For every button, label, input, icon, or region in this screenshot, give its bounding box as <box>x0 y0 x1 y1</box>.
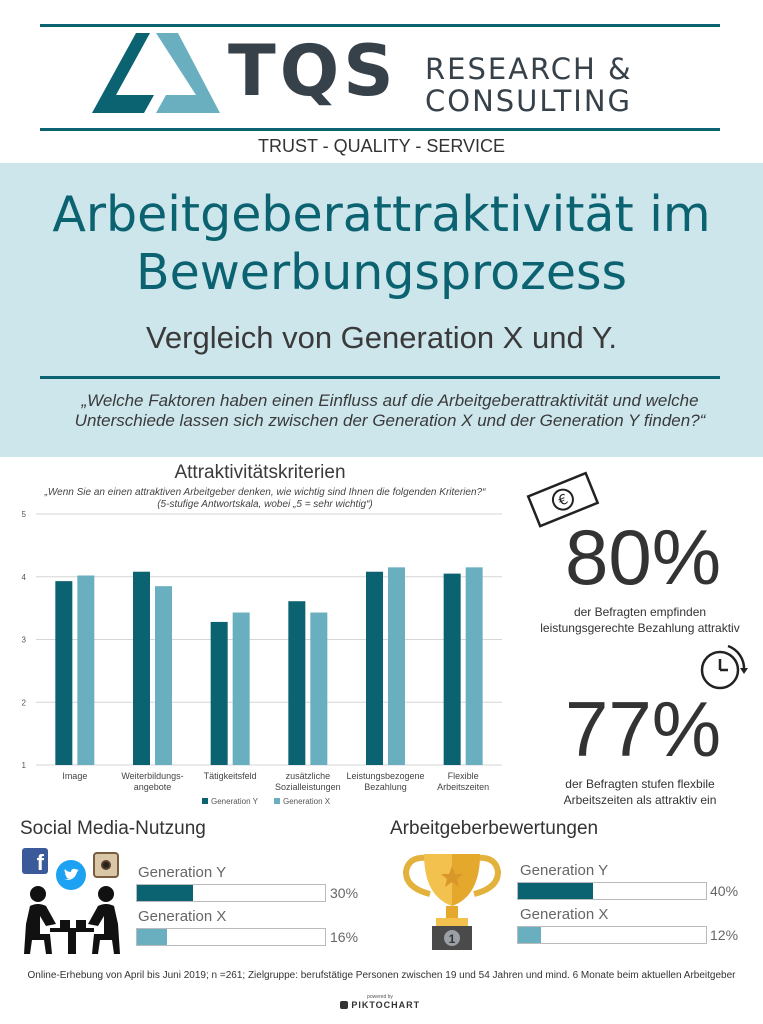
legend-label: Generation Y <box>211 797 259 806</box>
y-tick-label: 4 <box>22 573 27 582</box>
social-gen-x-label: Generation X <box>138 908 227 925</box>
y-tick-label: 2 <box>22 698 27 707</box>
social-gen-y-value: 30% <box>330 885 359 901</box>
bar <box>465 567 483 765</box>
reviews-gen-x-label: Generation X <box>520 906 609 923</box>
chart-note-line-2: (5-stufige Antwortskala, wobei „5 = sehr… <box>157 499 373 510</box>
bar <box>133 571 150 765</box>
tagline: TRUST - QUALITY - SERVICE <box>257 136 506 156</box>
x-tick-label: Arbeitszeiten <box>437 782 489 792</box>
social-gen-y-label: Generation Y <box>138 864 227 881</box>
stat-1-value: 80% <box>565 513 722 601</box>
brand-name: TQS <box>228 30 398 112</box>
stat-1-line-1: der Befragten empfinden <box>573 605 707 619</box>
y-tick-label: 5 <box>22 510 27 519</box>
stat-2-value: 77% <box>565 685 722 773</box>
reviews-gen-x-bar <box>517 926 707 944</box>
x-tick-label: angebote <box>134 782 172 792</box>
x-tick-label: Tätigkeitsfeld <box>204 771 257 781</box>
bar <box>210 621 228 765</box>
social-gen-x-fill <box>137 929 168 945</box>
social-gen-y-bar <box>136 884 326 902</box>
top-rule <box>40 24 720 27</box>
social-heading: Social Media-Nutzung <box>20 818 206 839</box>
x-tick-label: zusätzliche <box>286 771 331 781</box>
stat-2-line-2: Arbeitszeiten als attraktiv ein <box>563 793 717 807</box>
reviews-gen-x-value: 12% <box>710 927 739 943</box>
bar <box>443 573 461 765</box>
question-line-1: „Welche Faktoren haben einen Einfluss au… <box>81 391 699 410</box>
facebook-icon: f <box>22 848 48 875</box>
social-gen-x-bar <box>136 928 326 946</box>
powered-by: powered by <box>367 994 393 1000</box>
stat-1-line-2: leistungsgerechte Bezahlung attraktiv <box>540 621 740 635</box>
bar <box>366 571 383 765</box>
page-subtitle: Vergleich von Generation X und Y. <box>145 320 618 355</box>
piktochart-name: PIKTOCHART <box>351 1000 421 1010</box>
bar <box>232 612 250 765</box>
bar <box>388 567 405 765</box>
legend-swatch <box>274 798 280 804</box>
x-tick-label: Bezahlung <box>364 782 407 792</box>
trophy-number: 1 <box>449 932 456 946</box>
reviews-gen-y-bar <box>517 882 707 900</box>
reviews-gen-x-fill <box>518 927 541 943</box>
twitter-icon <box>56 860 86 890</box>
bar <box>155 586 172 765</box>
brand-line-2: CONSULTING <box>425 84 632 118</box>
instagram-icon <box>93 852 119 878</box>
social-gen-y-fill <box>137 885 194 901</box>
reviews-heading: Arbeitgeberbewertungen <box>390 818 599 839</box>
question-line-2: Unterschiede lassen sich zwischen der Ge… <box>74 411 706 430</box>
reviews-gen-y-value: 40% <box>710 883 739 899</box>
bar <box>310 612 328 765</box>
people-at-table-icon <box>24 886 120 954</box>
x-tick-label: Flexible <box>448 771 479 781</box>
page-title-line-1: Arbeitgeberattraktivität im <box>52 186 711 243</box>
hero-rule <box>40 376 720 379</box>
reviews-gen-y-fill <box>518 883 594 899</box>
logo-bottom-rule <box>40 128 720 131</box>
y-tick-label: 1 <box>22 761 27 770</box>
hero-band <box>0 163 763 457</box>
legend-label: Generation X <box>283 797 331 806</box>
trophy-icon: 1 <box>402 854 502 950</box>
x-tick-label: Weiterbildungs- <box>121 771 183 781</box>
bar-chart: MW12345ImageWeiterbildungs-angeboteTätig… <box>22 510 502 806</box>
reviews-gen-y-label: Generation Y <box>520 862 609 879</box>
piktochart-badge: powered by PIKTOCHART <box>330 994 430 1010</box>
bar <box>288 601 306 765</box>
x-tick-label: Leistungsbezogene <box>346 771 424 781</box>
bar <box>55 581 73 765</box>
x-tick-label: Sozialleistungen <box>275 782 341 792</box>
brand-line-1: RESEARCH & <box>425 52 633 86</box>
piktochart-logo-icon <box>339 1001 348 1009</box>
tqs-logo-icon <box>92 33 220 113</box>
page-title-line-2: Bewerbungsprozess <box>135 244 628 301</box>
legend-swatch <box>202 798 208 804</box>
footer-note: Online-Erhebung von April bis Juni 2019;… <box>27 970 736 981</box>
chart-title: Attraktivitätskriterien <box>174 462 346 483</box>
money-bill-icon: € <box>526 471 600 528</box>
bar <box>77 575 95 765</box>
y-tick-label: 3 <box>22 636 27 645</box>
chart-note-line-1: „Wenn Sie an einen attraktiven Arbeitgeb… <box>44 487 486 498</box>
x-tick-label: Image <box>62 771 87 781</box>
clock-icon <box>700 644 748 690</box>
stat-2-line-1: der Befragten stufen flexbile <box>565 777 715 791</box>
social-gen-x-value: 16% <box>330 929 359 945</box>
